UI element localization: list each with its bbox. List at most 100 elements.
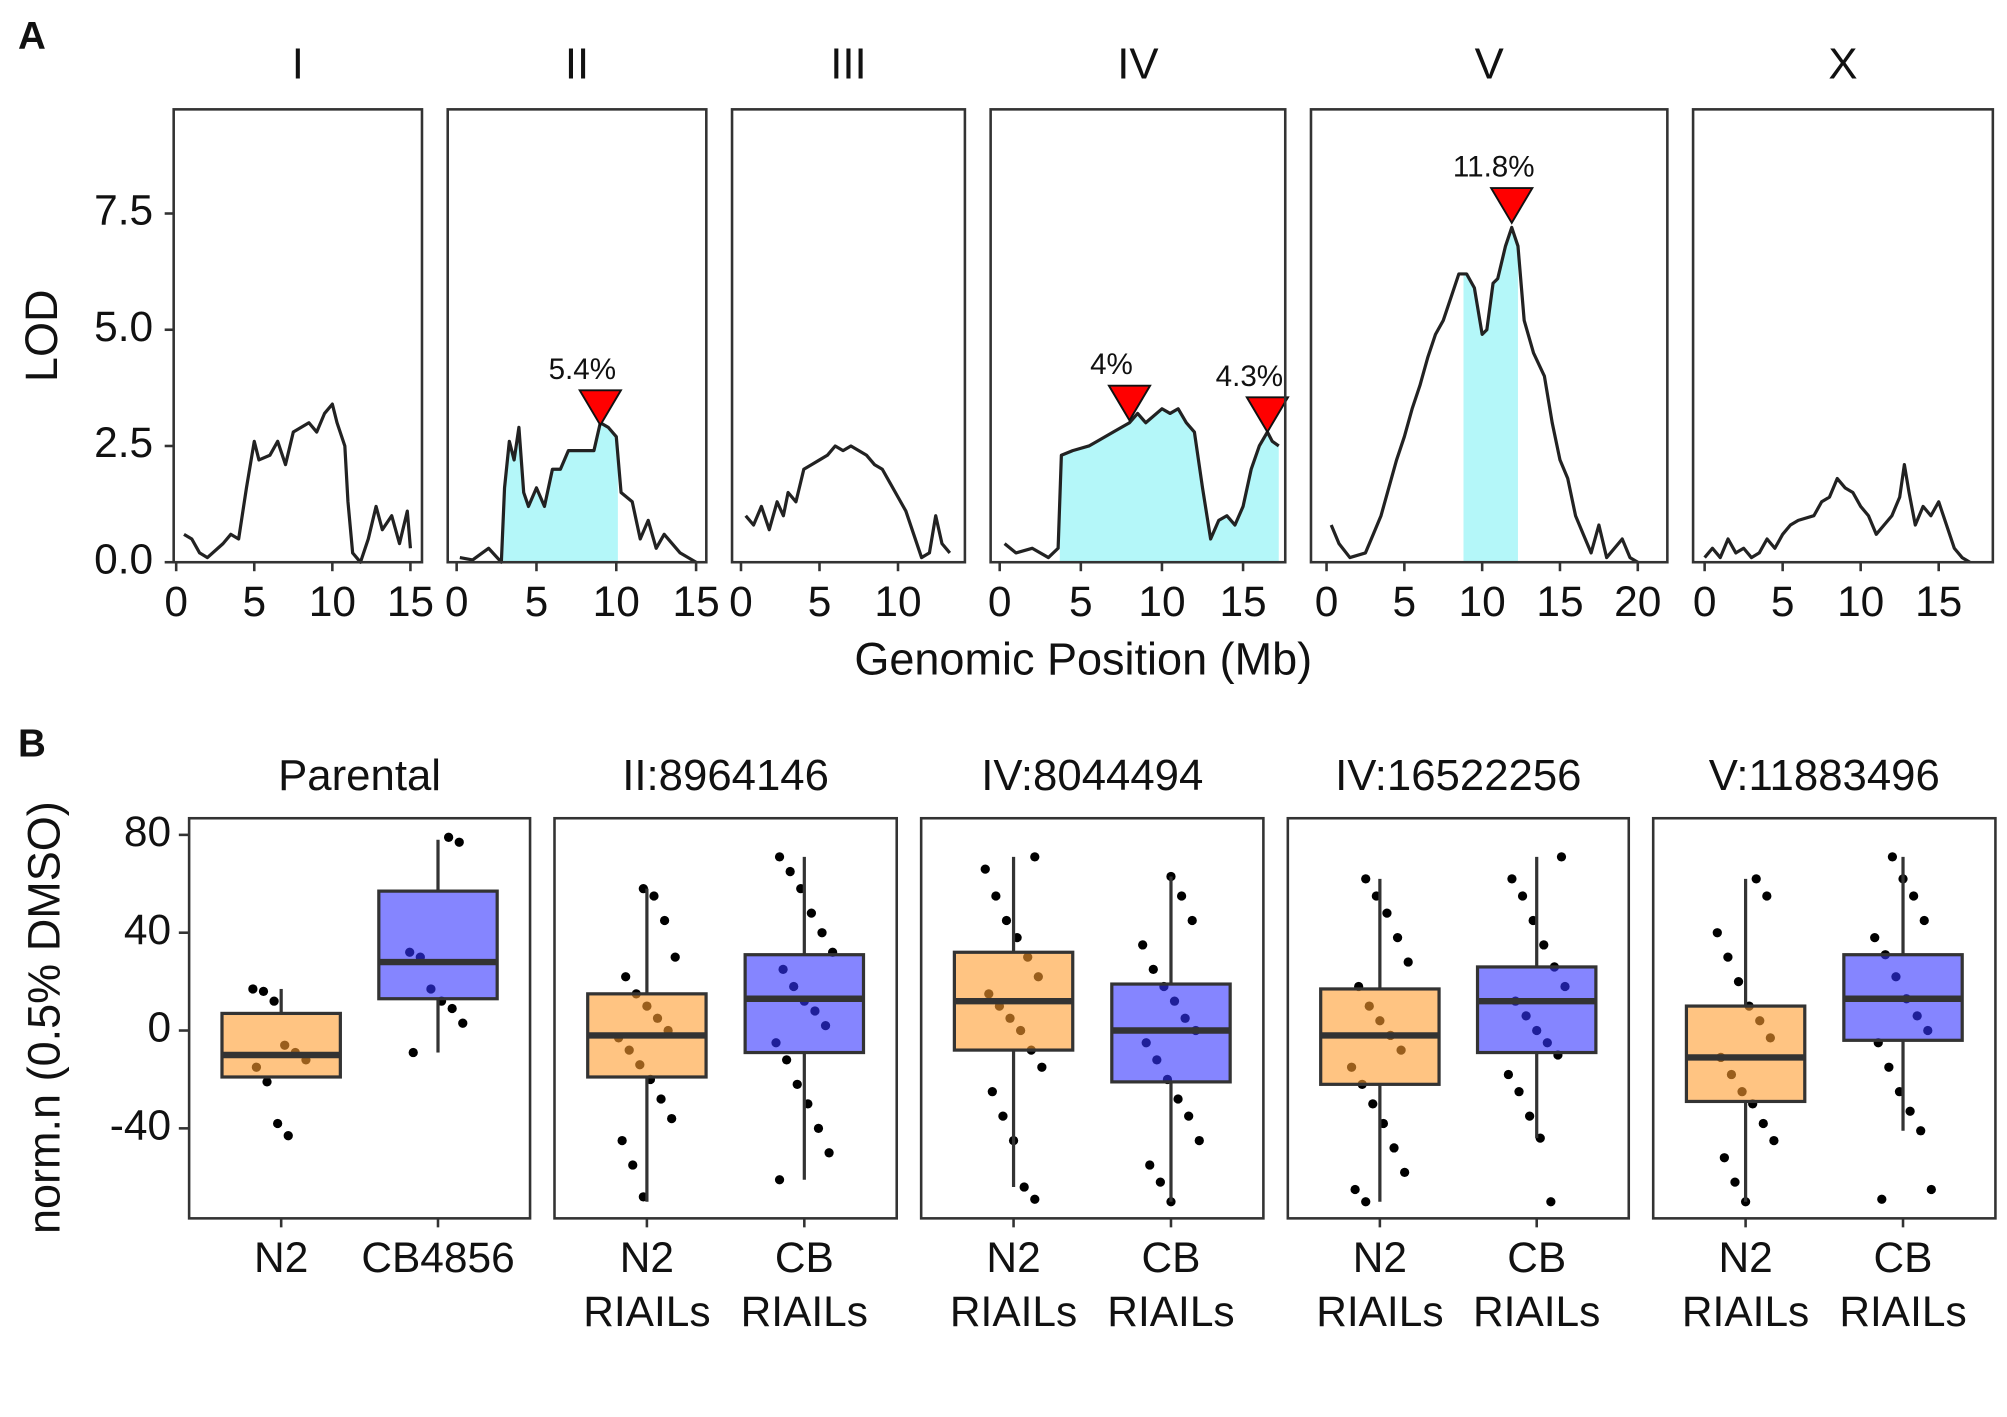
x-tick-label: N2: [1353, 1234, 1407, 1281]
jitter-point: [1887, 852, 1898, 862]
jitter-point: [1350, 1184, 1360, 1195]
lod-panel: A LOD Genomic Position (Mb) 0.0 2.5 5.0 7.5 I 0 5…: [16, 15, 1995, 684]
x-tick-label: CB: [1874, 1234, 1933, 1281]
jitter-point: [656, 1094, 666, 1104]
y-tick-label: 40: [124, 906, 171, 953]
facet-frame: [553, 816, 899, 1220]
jitter-point: [1368, 1099, 1378, 1109]
x-tick-label: 10: [1837, 578, 1884, 625]
jitter-point: [443, 832, 454, 842]
jitter-point: [621, 972, 631, 982]
y-tick-label: 2.5: [94, 419, 153, 466]
jitter-point: [659, 915, 670, 926]
facet-title: V:11883496: [1709, 751, 1940, 800]
lod-line: [1703, 462, 1971, 564]
lod-line: [1003, 407, 1280, 560]
x-tick-label: RIAILs: [1839, 1288, 1966, 1335]
x-tick-label: 10: [309, 578, 356, 625]
panel-label: B: [18, 722, 46, 765]
x-tick-label: N2: [254, 1234, 308, 1281]
jitter-point: [1719, 1153, 1730, 1163]
facet-frame: [187, 816, 532, 1220]
jitter-point: [262, 1077, 272, 1087]
jitter-point: [1733, 976, 1744, 987]
peak-marker: [1107, 384, 1152, 423]
x-tick-label: 5: [1069, 578, 1093, 625]
jitter-point: [1916, 1126, 1926, 1136]
y-tick-label: 7.5: [94, 187, 153, 234]
x-tick-label: 5: [1393, 578, 1417, 625]
facet-frame: [1651, 816, 1997, 1220]
x-tick-label: 5: [808, 578, 832, 625]
x-tick-label: 5: [525, 578, 549, 625]
x-tick-label: N2: [620, 1234, 674, 1281]
jitter-point: [1909, 891, 1919, 901]
peak-label: 4.3%: [1216, 360, 1283, 393]
jitter-point: [1403, 957, 1413, 967]
x-tick-label: N2: [1718, 1234, 1772, 1281]
x-tick-label: 0: [445, 578, 469, 625]
facet-title: IV:8044494: [981, 751, 1203, 800]
jitter-point: [458, 1018, 468, 1028]
jitter-point: [813, 1123, 824, 1133]
y-axis-title: norm.n (0.5% DMSO): [18, 801, 69, 1234]
jitter-point: [1884, 1062, 1894, 1072]
jitter-point: [1539, 940, 1549, 950]
jitter-point: [1361, 1197, 1371, 1207]
x-tick-label: RIAILs: [1107, 1288, 1234, 1335]
jitter-point: [1019, 1182, 1029, 1192]
facet-frame: [989, 108, 1287, 564]
x-tick-label: N2: [986, 1234, 1040, 1281]
lod-line: [183, 402, 413, 564]
jitter-point: [1194, 1135, 1204, 1146]
peak-marker: [578, 389, 623, 427]
jitter-point: [1524, 1111, 1535, 1121]
facet-title: III: [830, 39, 866, 88]
x-tick-label: 0: [1693, 578, 1717, 625]
jitter-point: [1905, 1106, 1915, 1116]
jitter-point: [806, 908, 817, 918]
jitter-point: [269, 996, 279, 1006]
facet-title: I: [292, 39, 304, 88]
jitter-point: [792, 1079, 802, 1089]
jitter-point: [1382, 908, 1392, 918]
x-tick-label: 0: [1315, 578, 1339, 625]
jitter-point: [667, 1113, 677, 1124]
jitter-point: [1712, 928, 1722, 938]
lod-line: [1329, 225, 1639, 564]
x-tick-label: 10: [593, 578, 640, 625]
jitter-point: [1001, 915, 1012, 926]
facet-frame: [1691, 108, 1995, 564]
jitter-point: [987, 1087, 997, 1097]
jitter-point: [1037, 1062, 1047, 1072]
jitter-point: [1187, 915, 1197, 926]
x-tick-label: 10: [874, 578, 921, 625]
box: [220, 1011, 342, 1079]
x-tick-label: 15: [1536, 578, 1583, 625]
jitter-point: [248, 984, 258, 994]
jitter-point: [1507, 874, 1517, 884]
x-tick-label: RIAILs: [1682, 1288, 1809, 1335]
y-tick-label: 0.0: [94, 535, 153, 582]
x-tick-label: CB4856: [361, 1234, 514, 1281]
x-tick-label: RIAILs: [1473, 1288, 1600, 1335]
x-tick-label: 0: [729, 578, 753, 625]
jitter-point: [817, 928, 827, 938]
jitter-point: [980, 864, 990, 874]
jitter-point: [649, 891, 659, 901]
facet-frame: [172, 108, 424, 564]
jitter-point: [283, 1131, 293, 1141]
jitter-point: [1166, 1197, 1176, 1207]
x-tick-label: 15: [1915, 578, 1962, 625]
jitter-point: [1870, 932, 1880, 943]
x-tick-label: 15: [387, 578, 434, 625]
qtl-interval: [501, 422, 618, 563]
lod-line: [459, 421, 697, 564]
jitter-point: [781, 1055, 792, 1065]
jitter-point: [1155, 1177, 1165, 1187]
facet-frame: [1286, 816, 1631, 1220]
jitter-point: [1751, 874, 1761, 884]
x-tick-label: 5: [1771, 578, 1795, 625]
